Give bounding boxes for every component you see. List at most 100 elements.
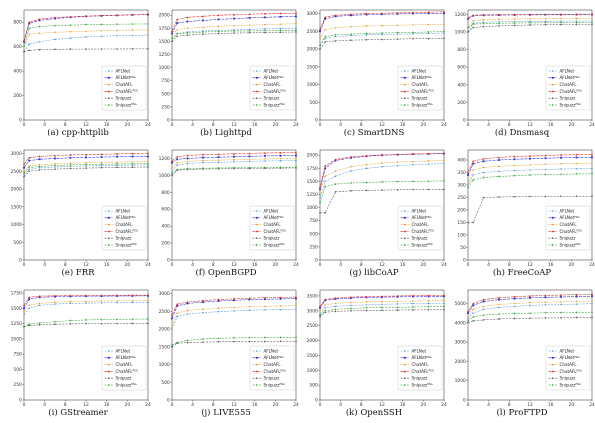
data-point	[170, 313, 174, 316]
data-point	[115, 294, 119, 297]
legend-label: SnipuzzPSG	[116, 102, 137, 107]
series-1	[467, 302, 593, 320]
legend-marker	[403, 377, 406, 379]
x-tick-label: 0	[467, 402, 470, 406]
data-point	[560, 300, 562, 303]
series-line	[171, 305, 297, 326]
data-point	[319, 310, 321, 312]
y-tick-label: 1000	[307, 205, 318, 211]
legend-marker	[403, 356, 406, 359]
data-point	[318, 305, 322, 308]
data-point	[116, 322, 118, 325]
data-point	[466, 319, 470, 322]
x-tick-label: 20	[569, 122, 575, 126]
data-point	[381, 189, 383, 191]
data-point	[412, 37, 414, 40]
chart-panel: 0 200 400 600 800 1000 1200 0 4 8 12 16 20 24 AFLNet AF…	[152, 144, 300, 283]
data-point	[575, 17, 578, 20]
data-point	[529, 20, 531, 23]
data-point	[100, 14, 103, 17]
data-point	[482, 196, 485, 199]
data-point	[559, 21, 563, 24]
data-point	[264, 16, 266, 19]
y-tick-label: 0	[167, 118, 170, 124]
legend-label: SnipuzzPSG	[116, 382, 137, 387]
x-tick-label: 0	[319, 262, 322, 266]
line-chart: 0 200 400 600 800 0 4 8 12 16 20 24 AFLNet AFLNetPSG C…	[13, 9, 151, 126]
data-point	[100, 166, 103, 169]
y-tick-label: 1500	[11, 204, 22, 210]
x-tick-label: 0	[171, 402, 174, 406]
data-point	[23, 50, 25, 53]
series-line	[467, 22, 593, 28]
legend-marker	[403, 363, 406, 366]
x-tick-label: 4	[339, 402, 342, 406]
data-point	[171, 32, 173, 35]
data-point	[147, 164, 149, 166]
legend-marker	[551, 363, 554, 366]
legend-marker	[255, 90, 258, 93]
data-point	[324, 17, 327, 20]
data-point	[116, 155, 118, 158]
data-point	[482, 25, 485, 28]
data-point	[513, 158, 516, 161]
data-point	[396, 306, 399, 309]
data-point	[466, 171, 470, 174]
data-point	[295, 15, 297, 18]
series-6	[170, 165, 298, 175]
data-point	[248, 28, 251, 31]
data-point	[324, 175, 326, 177]
data-point	[248, 13, 251, 16]
legend-label: ChatAFL	[264, 222, 282, 227]
y-tick-label: 2000	[307, 47, 318, 53]
series-3	[171, 22, 297, 37]
data-point	[116, 301, 118, 304]
data-point	[279, 15, 282, 18]
legend-marker	[403, 70, 406, 72]
legend-marker	[255, 76, 258, 79]
legend-label: AFLNet	[264, 208, 279, 213]
data-point	[217, 14, 220, 17]
series-4	[170, 151, 298, 162]
y-tick-label: 3000	[307, 11, 318, 17]
series-3	[467, 300, 593, 318]
data-point	[427, 152, 430, 155]
series-line	[23, 166, 149, 177]
data-point	[23, 166, 25, 169]
data-point	[85, 30, 87, 33]
data-point	[396, 13, 399, 15]
series-6	[170, 336, 298, 347]
legend-label: SnipuzzPSG	[560, 242, 581, 247]
data-point	[334, 175, 337, 177]
data-point	[38, 321, 41, 325]
data-point	[232, 336, 236, 340]
data-point	[498, 159, 500, 161]
y-tick-label: 0	[167, 398, 170, 404]
data-point	[69, 24, 72, 27]
y-tick-label: 0	[463, 258, 466, 264]
data-point	[482, 18, 485, 21]
legend-label: AFLNetPSG	[560, 215, 580, 220]
data-point	[365, 32, 368, 35]
data-point	[176, 164, 178, 167]
legend-marker	[255, 363, 258, 366]
legend-label: AFLNetPSG	[264, 75, 284, 80]
legend-box	[101, 65, 147, 111]
data-point	[294, 336, 298, 339]
x-tick-label: 8	[360, 262, 363, 266]
x-tick-label: 8	[64, 402, 67, 406]
data-point	[482, 157, 485, 160]
x-tick-label: 16	[104, 262, 110, 266]
data-point	[202, 311, 204, 314]
y-tick-label: 5000	[455, 301, 466, 307]
series-line	[467, 156, 593, 176]
legend-marker	[403, 383, 406, 387]
data-point	[170, 172, 174, 175]
data-point	[575, 23, 578, 26]
data-point	[147, 299, 149, 302]
data-point	[28, 156, 31, 159]
data-point	[529, 297, 531, 299]
data-point	[38, 19, 41, 22]
data-point	[38, 295, 41, 298]
